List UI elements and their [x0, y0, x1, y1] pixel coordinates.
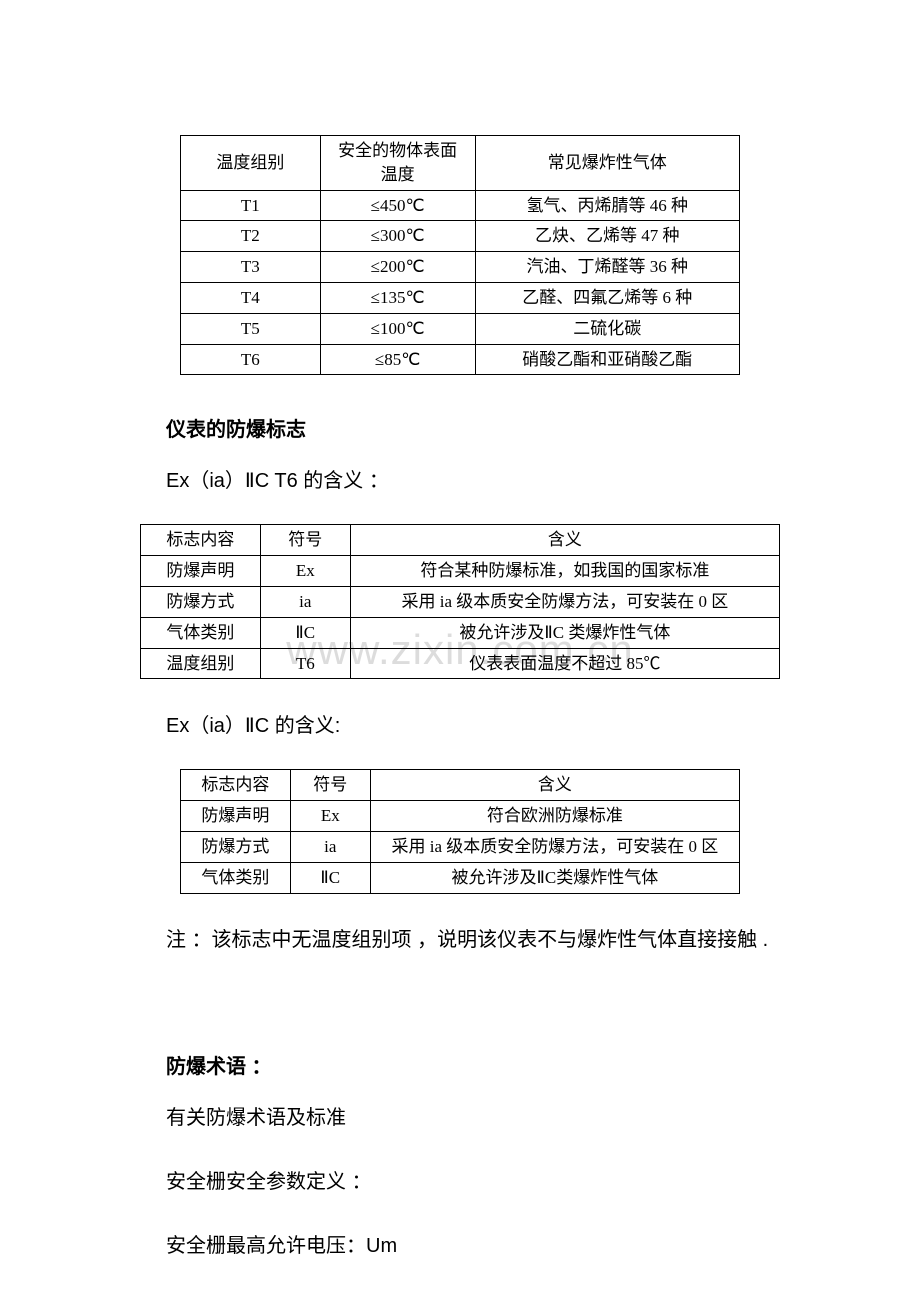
cell: ≤100℃ [320, 313, 475, 344]
table-row: 防爆声明 Ex 符合某种防爆标准，如我国的国家标准 [141, 556, 780, 587]
col-header: 安全的物体表面温度 [320, 136, 475, 191]
cell: ia [290, 831, 370, 862]
paragraph: 安全栅最高允许电压：Um [166, 1225, 800, 1267]
cell: ≤450℃ [320, 190, 475, 221]
table-row: 防爆方式 ia 采用 ia 级本质安全防爆方法，可安装在 0 区 [141, 586, 780, 617]
cell: ia [260, 586, 350, 617]
ex-ia-iic-table: 标志内容 符号 含义 防爆声明 Ex 符合欧洲防爆标准 防爆方式 ia 采用 i… [180, 769, 740, 893]
cell: 符合欧洲防爆标准 [370, 801, 739, 832]
cell: T2 [181, 221, 321, 252]
table-row: 温度组别 安全的物体表面温度 常见爆炸性气体 [181, 136, 740, 191]
table-row: T1 ≤450℃ 氢气、丙烯腈等 46 种 [181, 190, 740, 221]
paragraph: Ex（ia）ⅡC 的含义: [166, 705, 800, 747]
document-page: 温度组别 安全的物体表面温度 常见爆炸性气体 T1 ≤450℃ 氢气、丙烯腈等 … [0, 0, 920, 1267]
cell: ≤135℃ [320, 282, 475, 313]
cell: T1 [181, 190, 321, 221]
paragraph: 安全栅安全参数定义 ： [166, 1161, 800, 1203]
table-row: 气体类别 ⅡC 被允许涉及ⅡC 类爆炸性气体 [141, 617, 780, 648]
table-row: 防爆声明 Ex 符合欧洲防爆标准 [181, 801, 740, 832]
table-row: 标志内容 符号 含义 [141, 525, 780, 556]
cell: Ex [290, 801, 370, 832]
col-header: 标志内容 [181, 770, 291, 801]
table-row: T2 ≤300℃ 乙炔、乙烯等 47 种 [181, 221, 740, 252]
cell: T4 [181, 282, 321, 313]
cell: 被允许涉及ⅡC类爆炸性气体 [370, 862, 739, 893]
cell: 乙醛、四氟乙烯等 6 种 [475, 282, 739, 313]
table-row: T6 ≤85℃ 硝酸乙酯和亚硝酸乙酯 [181, 344, 740, 375]
cell: 气体类别 [181, 862, 291, 893]
ex-ia-iic-t6-table: 标志内容 符号 含义 防爆声明 Ex 符合某种防爆标准，如我国的国家标准 防爆方… [140, 524, 780, 679]
cell: 防爆声明 [181, 801, 291, 832]
cell: 防爆方式 [141, 586, 261, 617]
col-header: 含义 [370, 770, 739, 801]
cell: 符合某种防爆标准，如我国的国家标准 [350, 556, 779, 587]
cell: ≤300℃ [320, 221, 475, 252]
table-row: 气体类别 ⅡC 被允许涉及ⅡC类爆炸性气体 [181, 862, 740, 893]
cell: ≤85℃ [320, 344, 475, 375]
col-header: 符号 [260, 525, 350, 556]
cell: 仪表表面温度不超过 85℃ [350, 648, 779, 679]
cell: 气体类别 [141, 617, 261, 648]
table-row: 标志内容 符号 含义 [181, 770, 740, 801]
cell: 采用 ia 级本质安全防爆方法，可安装在 0 区 [350, 586, 779, 617]
temperature-group-table: 温度组别 安全的物体表面温度 常见爆炸性气体 T1 ≤450℃ 氢气、丙烯腈等 … [180, 135, 740, 375]
cell: T5 [181, 313, 321, 344]
col-header: 标志内容 [141, 525, 261, 556]
table-row: 温度组别 T6 仪表表面温度不超过 85℃ [141, 648, 780, 679]
col-header: 温度组别 [181, 136, 321, 191]
cell: 防爆声明 [141, 556, 261, 587]
col-header: 符号 [290, 770, 370, 801]
cell: T3 [181, 252, 321, 283]
table-row: T5 ≤100℃ 二硫化碳 [181, 313, 740, 344]
cell: 防爆方式 [181, 831, 291, 862]
paragraph: 有关防爆术语及标准 [166, 1097, 800, 1139]
cell: T6 [260, 648, 350, 679]
cell: 采用 ia 级本质安全防爆方法，可安装在 0 区 [370, 831, 739, 862]
section-heading: 仪表的防爆标志 [166, 413, 800, 442]
cell: ≤200℃ [320, 252, 475, 283]
col-header: 含义 [350, 525, 779, 556]
cell: 硝酸乙酯和亚硝酸乙酯 [475, 344, 739, 375]
cell: 二硫化碳 [475, 313, 739, 344]
note-paragraph: 注 ：该标志中无温度组别项 ，说明该仪表不与爆炸性气体直接接触 . [120, 916, 800, 964]
cell: 乙炔、乙烯等 47 种 [475, 221, 739, 252]
cell: 氢气、丙烯腈等 46 种 [475, 190, 739, 221]
cell: ⅡC [290, 862, 370, 893]
cell: 被允许涉及ⅡC 类爆炸性气体 [350, 617, 779, 648]
cell: 汽油、丁烯醛等 36 种 [475, 252, 739, 283]
col-header: 常见爆炸性气体 [475, 136, 739, 191]
table-row: T4 ≤135℃ 乙醛、四氟乙烯等 6 种 [181, 282, 740, 313]
table-row: T3 ≤200℃ 汽油、丁烯醛等 36 种 [181, 252, 740, 283]
cell: ⅡC [260, 617, 350, 648]
section-heading: 防爆术语 ： [166, 1050, 800, 1079]
table-row: 防爆方式 ia 采用 ia 级本质安全防爆方法，可安装在 0 区 [181, 831, 740, 862]
cell: T6 [181, 344, 321, 375]
paragraph: Ex（ia）ⅡC T6 的含义 ： [166, 460, 800, 502]
cell: Ex [260, 556, 350, 587]
cell: 温度组别 [141, 648, 261, 679]
